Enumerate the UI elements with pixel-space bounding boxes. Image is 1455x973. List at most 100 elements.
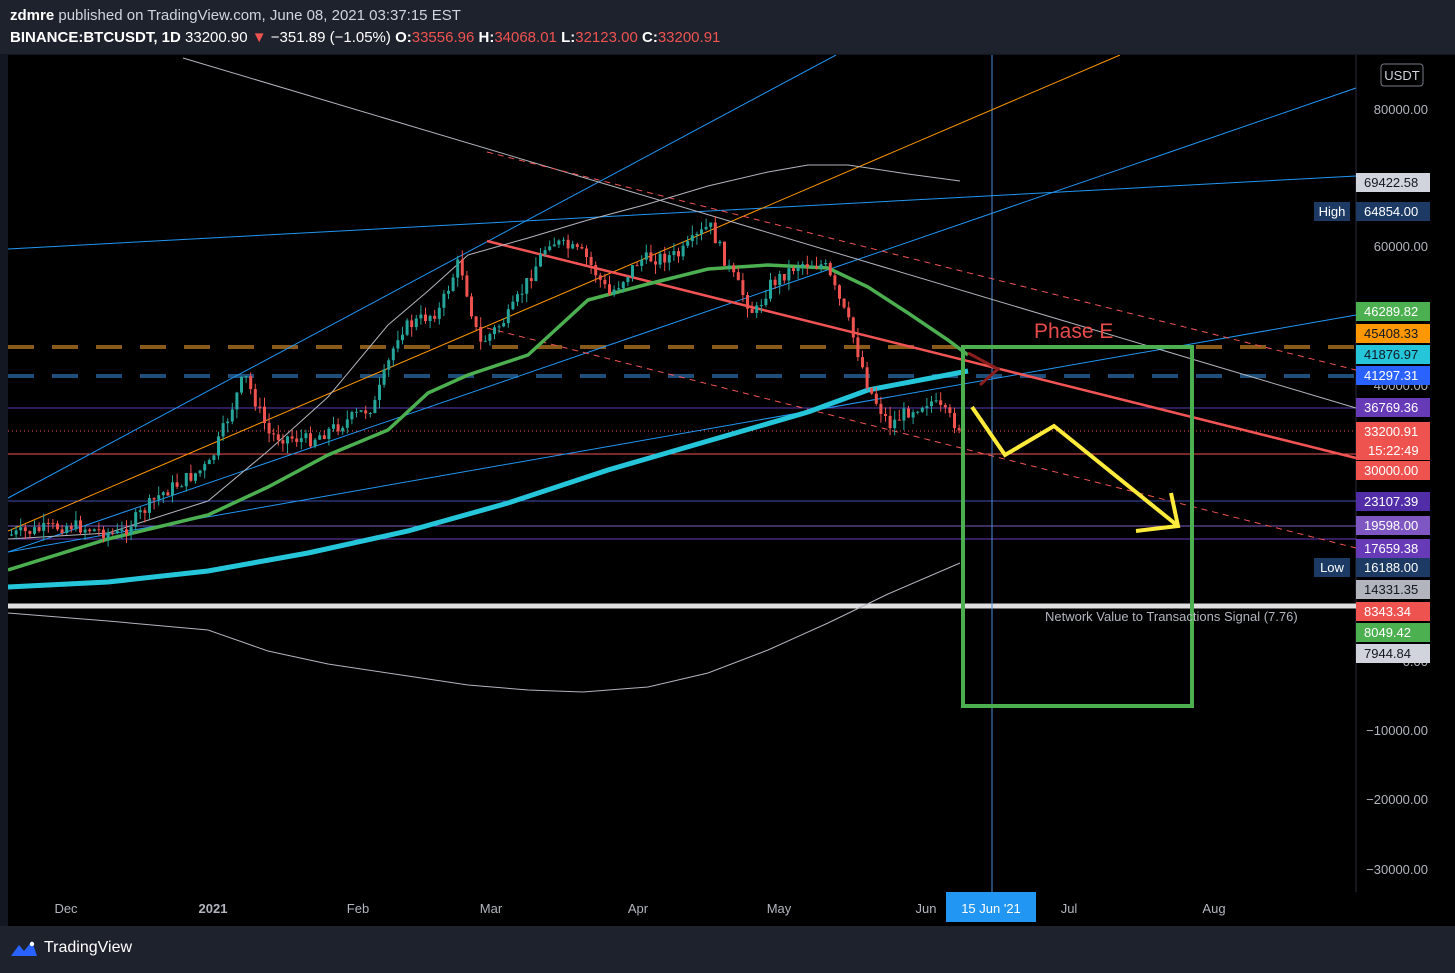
x-tick-label: 2021 (199, 901, 228, 916)
price-tag (1356, 398, 1430, 417)
candle-body (723, 241, 726, 266)
candle-body (497, 326, 501, 328)
candle-body (309, 433, 312, 447)
candle-body (244, 376, 248, 378)
candle-body (667, 255, 671, 263)
tradingview-logo[interactable]: TradingView (10, 939, 132, 957)
candle-body (893, 419, 897, 429)
drawing-layer (7, 54, 1357, 892)
candle-body (189, 473, 193, 481)
candle-body (483, 340, 487, 342)
candle-body (258, 406, 262, 408)
candle-body (424, 314, 427, 322)
candle-body (704, 226, 708, 230)
candle-body (543, 250, 547, 255)
candle-body (916, 411, 920, 413)
candle-body (479, 326, 483, 342)
nvts-indicator-line (7, 562, 961, 693)
price-tag-text: 23107.39 (1364, 494, 1418, 509)
price-tag-prefix-text: Low (1320, 560, 1344, 575)
candle-body (143, 510, 147, 513)
candle-body (911, 412, 915, 418)
candle-body (838, 285, 841, 299)
candle-body (805, 264, 809, 268)
x-tick-label: May (767, 901, 792, 916)
open-value: 33556.96 (411, 29, 475, 46)
candle-body (612, 289, 616, 295)
candle-body (203, 464, 207, 471)
candle-body (557, 240, 561, 245)
price-tag (1356, 422, 1430, 460)
candle-body (161, 492, 165, 496)
y-tick-label: 80000.00 (1374, 102, 1428, 117)
candle-body (764, 298, 768, 306)
candle-body (240, 376, 243, 393)
price-tag (1356, 345, 1430, 364)
symbol-label[interactable]: BINANCE:BTCUSDT, 1D (10, 29, 181, 46)
candle-body (157, 495, 161, 500)
candle-body (345, 419, 349, 428)
candle-body (824, 262, 828, 265)
price-tag (1356, 324, 1430, 343)
candle-body (552, 244, 556, 247)
candle-body (391, 348, 395, 361)
candle-body (253, 389, 257, 407)
price-tag-text: 45408.33 (1364, 326, 1418, 341)
candle-body (313, 439, 317, 447)
candle-body (92, 529, 96, 532)
candle-body (276, 434, 280, 441)
trendline-red (486, 239, 1357, 460)
candle-body (525, 278, 529, 294)
candle-body (713, 222, 717, 244)
trendline-lower-blue (7, 314, 1357, 553)
candle-body (60, 529, 64, 534)
candle-body (649, 252, 653, 262)
published-text: published on TradingView.com, June 08, 2… (58, 7, 461, 24)
candle-body (281, 440, 285, 444)
candle-body (28, 531, 32, 534)
candle-body (677, 251, 680, 257)
candle-body (534, 266, 538, 282)
candle-body (249, 376, 253, 390)
candle-body (902, 408, 906, 421)
author-name[interactable]: zdmre (10, 7, 55, 24)
candle-body (520, 293, 524, 295)
open-label: O: (395, 29, 412, 46)
y-tick-label: −30000.00 (1366, 862, 1428, 877)
candle-body (792, 268, 795, 272)
candle-body (336, 424, 340, 432)
candle-body (953, 413, 956, 429)
candle-body (207, 460, 211, 465)
phase-box (961, 345, 1194, 708)
candle-body (304, 433, 308, 439)
price-tag (1356, 492, 1430, 511)
candle-body (907, 408, 910, 418)
candle-body (580, 246, 584, 249)
candle-body (562, 239, 565, 241)
footer: TradingView (0, 926, 1455, 973)
price-chart[interactable]: Phase E Network Value to Transactions Sig… (7, 54, 1455, 892)
candle-body (718, 241, 722, 244)
phase-e-label: Phase E (1034, 320, 1113, 343)
low-label: L: (561, 29, 576, 46)
x-tick-label: Aug (1202, 901, 1225, 916)
candle-body (14, 530, 18, 535)
time-axis-bar[interactable]: Dec 2021 Feb Mar Apr May Jun Jul Aug 15 Jun '21 (8, 892, 1455, 926)
ohlc-legend: BINANCE:BTCUSDT, 1D 33200.90 ▼ −351.89 (… (10, 29, 720, 46)
candle-body (111, 532, 115, 534)
candle-body (566, 239, 570, 249)
candle-body (442, 293, 446, 308)
price-tag-prefix (1314, 202, 1350, 221)
price-tag (1356, 302, 1430, 321)
candle-body (175, 482, 179, 487)
price-tag-text: 8049.42 (1364, 625, 1411, 640)
candle-body (819, 264, 823, 269)
chart-area[interactable]: Phase E Network Value to Transactions Sig… (7, 54, 1455, 892)
candle-body (401, 334, 404, 341)
candle-body (378, 384, 381, 400)
price-tag-text: 7944.84 (1364, 646, 1411, 661)
candle-body (870, 387, 874, 394)
candle-body (327, 428, 331, 440)
price-tag-prefix-text: High (1319, 204, 1346, 219)
candle-body (46, 523, 50, 525)
